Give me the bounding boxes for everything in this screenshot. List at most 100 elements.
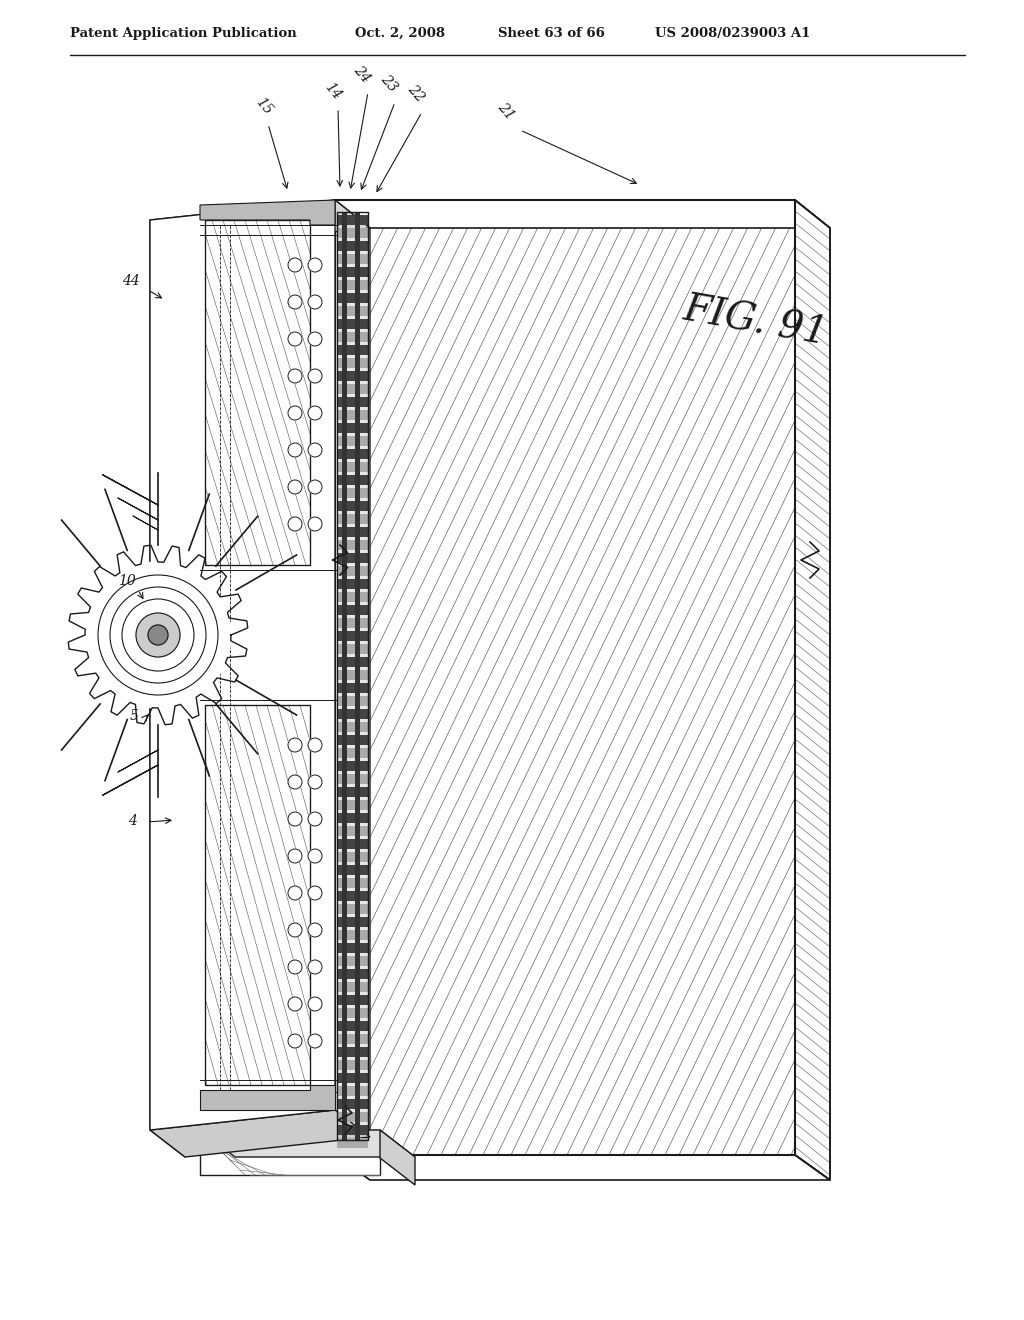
Bar — [337, 436, 368, 446]
Bar — [337, 762, 368, 771]
Bar — [337, 1073, 368, 1082]
Bar — [337, 267, 368, 277]
Bar — [337, 942, 368, 953]
Bar — [337, 682, 368, 693]
Bar — [337, 878, 368, 888]
Circle shape — [288, 333, 302, 346]
Bar — [337, 422, 368, 433]
Circle shape — [288, 480, 302, 494]
Text: 21: 21 — [495, 100, 517, 123]
Bar — [337, 851, 368, 862]
Bar — [337, 644, 368, 653]
Circle shape — [288, 923, 302, 937]
Circle shape — [288, 370, 302, 383]
Circle shape — [288, 960, 302, 974]
Bar — [337, 280, 368, 290]
Circle shape — [308, 923, 322, 937]
Polygon shape — [150, 220, 185, 1158]
Bar — [337, 345, 368, 355]
Bar — [337, 618, 368, 628]
Bar — [337, 657, 368, 667]
Circle shape — [308, 1034, 322, 1048]
Bar — [337, 475, 368, 484]
Polygon shape — [200, 201, 335, 224]
Circle shape — [308, 775, 322, 789]
Circle shape — [308, 370, 322, 383]
Text: Sheet 63 of 66: Sheet 63 of 66 — [498, 26, 605, 40]
Circle shape — [288, 257, 302, 272]
Bar — [337, 735, 368, 744]
Bar — [337, 1047, 368, 1057]
Bar — [337, 787, 368, 797]
Bar — [337, 411, 368, 420]
Bar — [337, 449, 368, 459]
Text: Oct. 2, 2008: Oct. 2, 2008 — [355, 26, 445, 40]
Bar — [337, 982, 368, 993]
Bar — [337, 333, 368, 342]
Bar — [337, 358, 368, 368]
Circle shape — [308, 960, 322, 974]
Bar — [337, 293, 368, 304]
Bar — [337, 242, 368, 251]
Polygon shape — [335, 201, 795, 1155]
Bar — [337, 917, 368, 927]
Bar — [337, 502, 368, 511]
Bar — [337, 462, 368, 473]
Bar — [337, 969, 368, 979]
Bar — [355, 213, 360, 1140]
Circle shape — [308, 480, 322, 494]
Circle shape — [288, 775, 302, 789]
Bar — [337, 319, 368, 329]
Bar — [337, 826, 368, 836]
Circle shape — [308, 333, 322, 346]
Bar — [337, 800, 368, 810]
Bar — [337, 722, 368, 733]
Bar — [337, 605, 368, 615]
Polygon shape — [335, 1155, 830, 1180]
Text: FIG. 91: FIG. 91 — [680, 292, 830, 352]
Bar — [337, 1086, 368, 1096]
Circle shape — [288, 886, 302, 900]
Circle shape — [288, 997, 302, 1011]
Circle shape — [122, 599, 194, 671]
Bar — [337, 631, 368, 642]
Polygon shape — [380, 1130, 415, 1185]
Bar — [337, 1020, 368, 1031]
Text: 4: 4 — [128, 814, 137, 828]
Circle shape — [308, 517, 322, 531]
Text: 24: 24 — [351, 63, 373, 86]
Circle shape — [288, 517, 302, 531]
Text: 15: 15 — [253, 95, 275, 117]
Text: 44: 44 — [122, 275, 139, 288]
Bar — [337, 956, 368, 966]
Polygon shape — [335, 201, 830, 228]
Bar — [337, 1060, 368, 1071]
Polygon shape — [205, 220, 310, 565]
Bar — [337, 397, 368, 407]
Bar — [337, 748, 368, 758]
Circle shape — [308, 997, 322, 1011]
Polygon shape — [200, 1085, 335, 1110]
Bar — [342, 213, 347, 1140]
Bar — [337, 671, 368, 680]
Bar — [337, 384, 368, 393]
Text: 23: 23 — [378, 73, 400, 95]
Text: 22: 22 — [406, 82, 427, 106]
Circle shape — [288, 294, 302, 309]
Bar — [337, 306, 368, 315]
Text: 10: 10 — [118, 574, 136, 587]
Circle shape — [288, 849, 302, 863]
Bar — [337, 931, 368, 940]
Polygon shape — [150, 1110, 370, 1158]
Bar — [337, 840, 368, 849]
Circle shape — [308, 294, 322, 309]
Circle shape — [288, 444, 302, 457]
Bar — [337, 774, 368, 784]
Text: Patent Application Publication: Patent Application Publication — [70, 26, 297, 40]
Circle shape — [288, 1034, 302, 1048]
Circle shape — [308, 738, 322, 752]
Bar — [337, 1111, 368, 1122]
Polygon shape — [200, 1130, 415, 1158]
Text: 14: 14 — [322, 81, 344, 103]
Circle shape — [308, 886, 322, 900]
